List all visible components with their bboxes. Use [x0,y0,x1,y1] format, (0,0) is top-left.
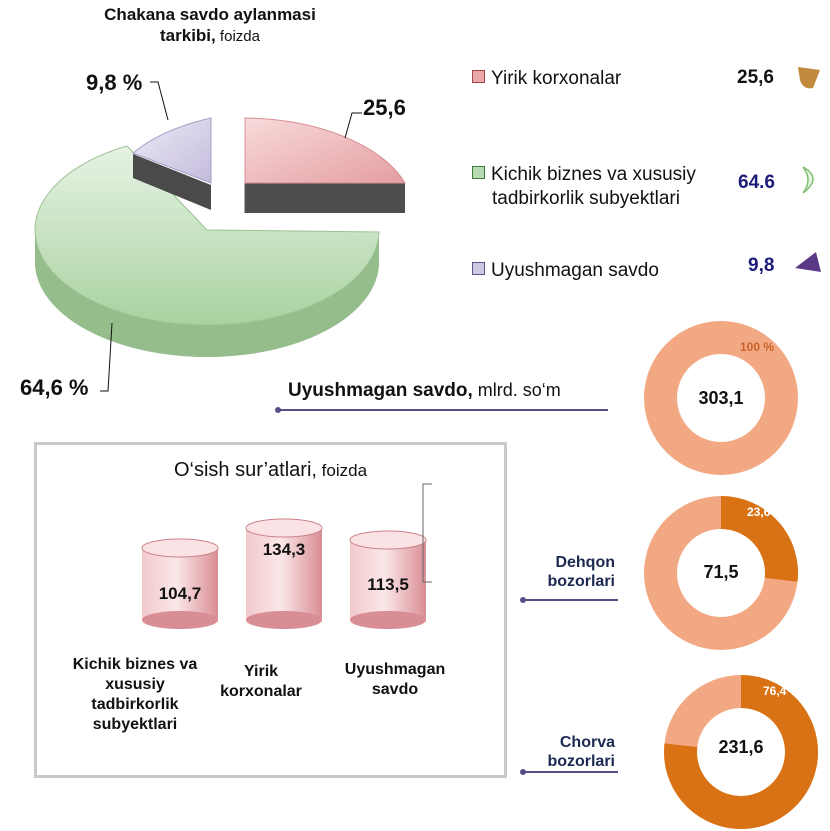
legend-value: 64.6 [738,172,775,193]
legend-value: 25,6 [737,67,774,88]
growth-value: 104,7 [158,584,202,603]
growth-label-line: Uyushmagan [344,661,446,678]
legend-label: Kichik biznes va xususiy [491,164,696,185]
donut-label-line: bozorlari [547,573,615,590]
growth-label-line: xususiy [105,676,165,693]
pie-title-line2-light: foizda [215,28,260,45]
donut-total [644,321,798,475]
growth-label-line: savdo [371,681,419,698]
pie-label-green: 64,6 % [20,375,89,400]
pie-slice-green [34,145,380,326]
donut-center-value: 303,1 [698,388,744,408]
donut-connector-lines [520,597,618,775]
connector-dot-dehqon [520,597,526,603]
growth-label-line: korxonalar [220,683,302,700]
donut-label-line: bozorlari [547,753,615,770]
legend-label: Uyushmagan savdo [491,260,659,281]
growth-label-line: Kichik biznes va [72,656,198,673]
legend-item-kichik: Kichik biznes va xususiy tadbirkorlik su… [472,163,696,211]
growth-bar-yirik [245,518,323,629]
legend-item-yirik: Yirik korxonalar [472,67,621,91]
growth-value: 113,5 [367,575,409,594]
leader-line-green [100,322,113,392]
pie-title-line1: Chakana savdo aylanmasi [104,5,316,24]
donut-charts [644,321,819,829]
unorganized-underline [275,407,608,413]
growth-label-yirik: Yirik korxonalar [206,662,316,702]
pie-label-lavender: 9,8 % [86,70,143,95]
legend-label-line2: tadbirkorlik subyektlari [492,188,680,209]
growth-value: 134,3 [262,540,306,559]
donut-label-line: Dehqon [555,554,615,571]
growth-callout-line [422,483,432,583]
growth-bar-kichik [141,538,219,629]
legend-label: Yirik korxonalar [491,68,622,89]
legend-swatch [472,166,485,179]
growth-title-light: foizda [316,461,368,480]
donut-label-chorva: Chorva bozorlari [515,733,615,771]
unorganized-heading-light: mlrd. so‘m [472,380,561,400]
leader-line-pink [344,112,362,139]
growth-label-line: subyektlari [92,716,178,733]
pie-slice-lavender-side [133,154,211,210]
unorganized-heading: Uyushmagan savdo, mlrd. so‘m [288,380,561,402]
crescent-icon [802,166,814,194]
pie-slice-lavender [132,117,212,184]
growth-bar-uyushmagan [349,530,427,629]
donut-center-value: 71,5 [703,562,739,582]
growth-label-line: tadbirkorlik [91,696,179,713]
donut-pct-label: 76,4 % [763,684,801,698]
pie-title-line2: tarkibi, foizda [70,25,350,47]
pie-title-line2-bold: tarkibi, [160,26,216,45]
growth-label-line: Yirik [243,663,279,680]
pie-slice-pink [244,117,406,184]
legend-item-uyushmagan: Uyushmagan savdo [472,259,659,283]
triangle-icon [795,252,821,272]
legend-value: 9,8 [748,255,775,276]
pie-chart [34,81,406,392]
pie-title: Chakana savdo aylanmasi tarkibi, foizda [70,4,350,47]
pie-slice-green-side-front [35,230,379,357]
donut-chorva [664,675,819,829]
donut-pct-label: 100 % [740,340,775,354]
donut-dehqon [644,496,798,650]
legend-swatch [472,70,485,83]
donut-label-dehqon: Dehqon bozorlari [515,553,615,591]
donut-center-value: 231,6 [718,737,764,757]
unorganized-heading-bold: Uyushmagan savdo, [288,380,473,401]
pie-slice-pink-side [245,183,405,213]
leaf-icon [798,67,820,89]
donut-label-line: Chorva [559,734,615,751]
leader-line-lavender [150,81,169,121]
growth-title: O‘sish sur’atlari, foizda [37,459,504,482]
growth-label-kichik: Kichik biznes va xususiy tadbirkorlik su… [60,655,210,735]
growth-cylinders [141,483,432,629]
pie-label-pink: 25,6 [363,95,406,120]
donut-pct-label: 23,6 % [747,505,785,519]
growth-label-uyushmagan: Uyushmagan savdo [325,660,465,700]
growth-title-bold: O‘sish sur’atlari, [173,459,317,481]
connector-dot-chorva [520,769,526,775]
legend-swatch [472,262,485,275]
